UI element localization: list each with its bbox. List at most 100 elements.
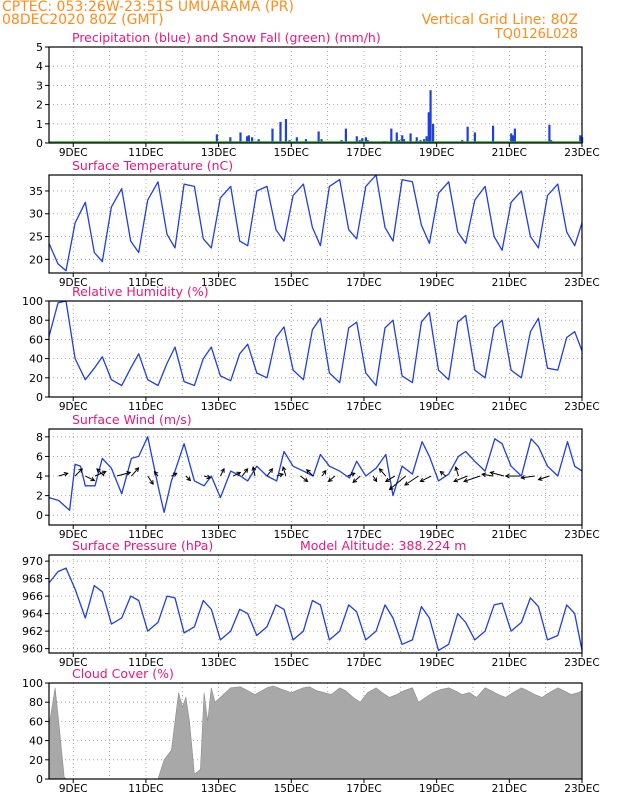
wind-arrow-head [481, 472, 487, 478]
wind-arrow-head [251, 465, 257, 471]
panel-frame-cloud [48, 682, 583, 780]
y-tick-label-precip: 3 [36, 79, 43, 92]
y-tick-label-temp: 35 [29, 185, 43, 198]
x-tick-label-wind: 11DEC [128, 529, 163, 541]
x-tick-label-wind: 9DEC [59, 529, 88, 541]
run-date: 08DEC2020 80Z (GMT) [2, 12, 164, 28]
wind-arrow [440, 471, 447, 477]
precip-bar [304, 139, 308, 143]
wind-arrow-head [352, 478, 358, 484]
wind-arrow-head [281, 466, 287, 472]
wind-arrow [131, 467, 139, 477]
panel-frame-psfc [48, 554, 583, 654]
wind-arrow-head [303, 477, 309, 483]
wind-arrow-head [388, 485, 394, 491]
wind-arrow-head [101, 470, 107, 475]
wind-arrow [538, 475, 550, 481]
wind-arrow-head [306, 468, 311, 474]
precip-bar [390, 128, 393, 143]
wind-arrow-head [206, 474, 212, 480]
y-tick-label-cloud: 100 [22, 677, 43, 690]
x-tick-label-rh: 21DEC [492, 401, 527, 413]
y-tick-label-rh: 20 [29, 372, 43, 385]
wind-arrow [389, 475, 407, 490]
wind-arrow-head [384, 477, 390, 482]
y-tick-label-psfc: 966 [22, 590, 43, 603]
wind-arrow-head [63, 472, 69, 477]
wind-arrow [455, 466, 459, 477]
x-tick-label-cloud: 19DEC [419, 783, 454, 795]
x-tick-label-rh: 11DEC [128, 401, 163, 413]
x-tick-label-wind: 15DEC [274, 529, 309, 541]
precip-bar [257, 139, 260, 143]
header: CPTEC: 053:26W-23:51S UMUARAMA (PR) 08DE… [0, 0, 618, 48]
wind-arrow-head [96, 468, 101, 473]
precip-bar [401, 135, 404, 143]
y-tick-label-wind: 2 [36, 490, 43, 503]
wind-line [48, 436, 583, 513]
wind-arrow [521, 475, 535, 479]
vertical-grid-note: Vertical Grid Line: 80Z [421, 12, 578, 28]
wind-arrow-head [504, 473, 510, 479]
y-tick-label-precip: 5 [36, 41, 43, 54]
y-tick-label-cloud: 0 [36, 773, 43, 786]
y-tick-label-wind: 8 [36, 431, 43, 444]
wind-arrow [300, 475, 308, 482]
x-tick-label-temp: 15DEC [274, 277, 309, 289]
x-tick-label-precip: 11DEC [128, 147, 163, 159]
wind-arrow [219, 468, 225, 477]
y-tick-label-wind: 6 [36, 450, 43, 463]
precip-bar [473, 132, 476, 143]
panel-title-rh: Relative Humidity (%) [72, 284, 209, 299]
y-tick-label-rh: 80 [29, 314, 43, 327]
x-tick-label-precip: 17DEC [346, 147, 381, 159]
wind-arrow [482, 473, 494, 477]
y-tick-label-wind: 4 [36, 470, 43, 483]
wind-arrow-head [268, 467, 274, 473]
y-tick-label-psfc: 962 [22, 625, 43, 638]
x-tick-label-temp: 17DEC [346, 277, 381, 289]
wind-arrow-head [236, 471, 242, 476]
wind-arrow [276, 473, 284, 477]
x-tick-label-psfc: 21DEC [492, 657, 527, 669]
wind-arrow [385, 475, 396, 482]
model-code: TQ0126L028 [494, 27, 578, 42]
temp-line [48, 174, 583, 272]
x-tick-label-psfc: 9DEC [59, 657, 88, 669]
wind-arrow [185, 475, 191, 481]
y-tick-label-rh: 40 [29, 353, 43, 366]
y-tick-label-psfc: 968 [22, 573, 43, 586]
precip-bar [425, 136, 428, 143]
x-tick-label-cloud: 21DEC [492, 783, 527, 795]
x-tick-label-precip: 21DEC [492, 147, 527, 159]
wind-arrow [282, 466, 287, 477]
station-title: CPTEC: 053:26W-23:51S UMUARAMA (PR) [2, 0, 294, 15]
wind-arrow-head [279, 472, 285, 478]
x-tick-label-temp: 21DEC [492, 277, 527, 289]
wind-arrow-head [243, 467, 249, 473]
precip-bar [432, 123, 435, 143]
precip-bar [284, 119, 288, 143]
precip-bar [579, 135, 582, 143]
x-tick-label-cloud: 23DEC [564, 783, 599, 795]
x-tick-label-wind: 21DEC [492, 529, 527, 541]
y-tick-label-rh: 0 [36, 391, 43, 404]
wind-arrow-head [463, 478, 469, 483]
wind-arrow [147, 475, 154, 485]
precip-bar [245, 136, 249, 143]
x-tick-label-wind: 13DEC [201, 529, 236, 541]
x-tick-label-psfc: 11DEC [128, 657, 163, 669]
x-tick-label-temp: 13DEC [201, 277, 236, 289]
precip-bar [427, 112, 430, 143]
precip-bar [344, 128, 347, 143]
wind-arrow-head [153, 470, 159, 476]
y-tick-label-psfc: 970 [22, 555, 43, 568]
wind-arrow-head [126, 470, 132, 476]
precip-bar [513, 128, 516, 143]
x-tick-label-precip: 15DEC [274, 147, 309, 159]
panel-title-wind: Surface Wind (m/s) [72, 412, 192, 427]
wind-arrow-head [454, 466, 459, 472]
x-tick-label-temp: 23DEC [564, 277, 599, 289]
y-tick-label-rh: 60 [29, 333, 43, 346]
